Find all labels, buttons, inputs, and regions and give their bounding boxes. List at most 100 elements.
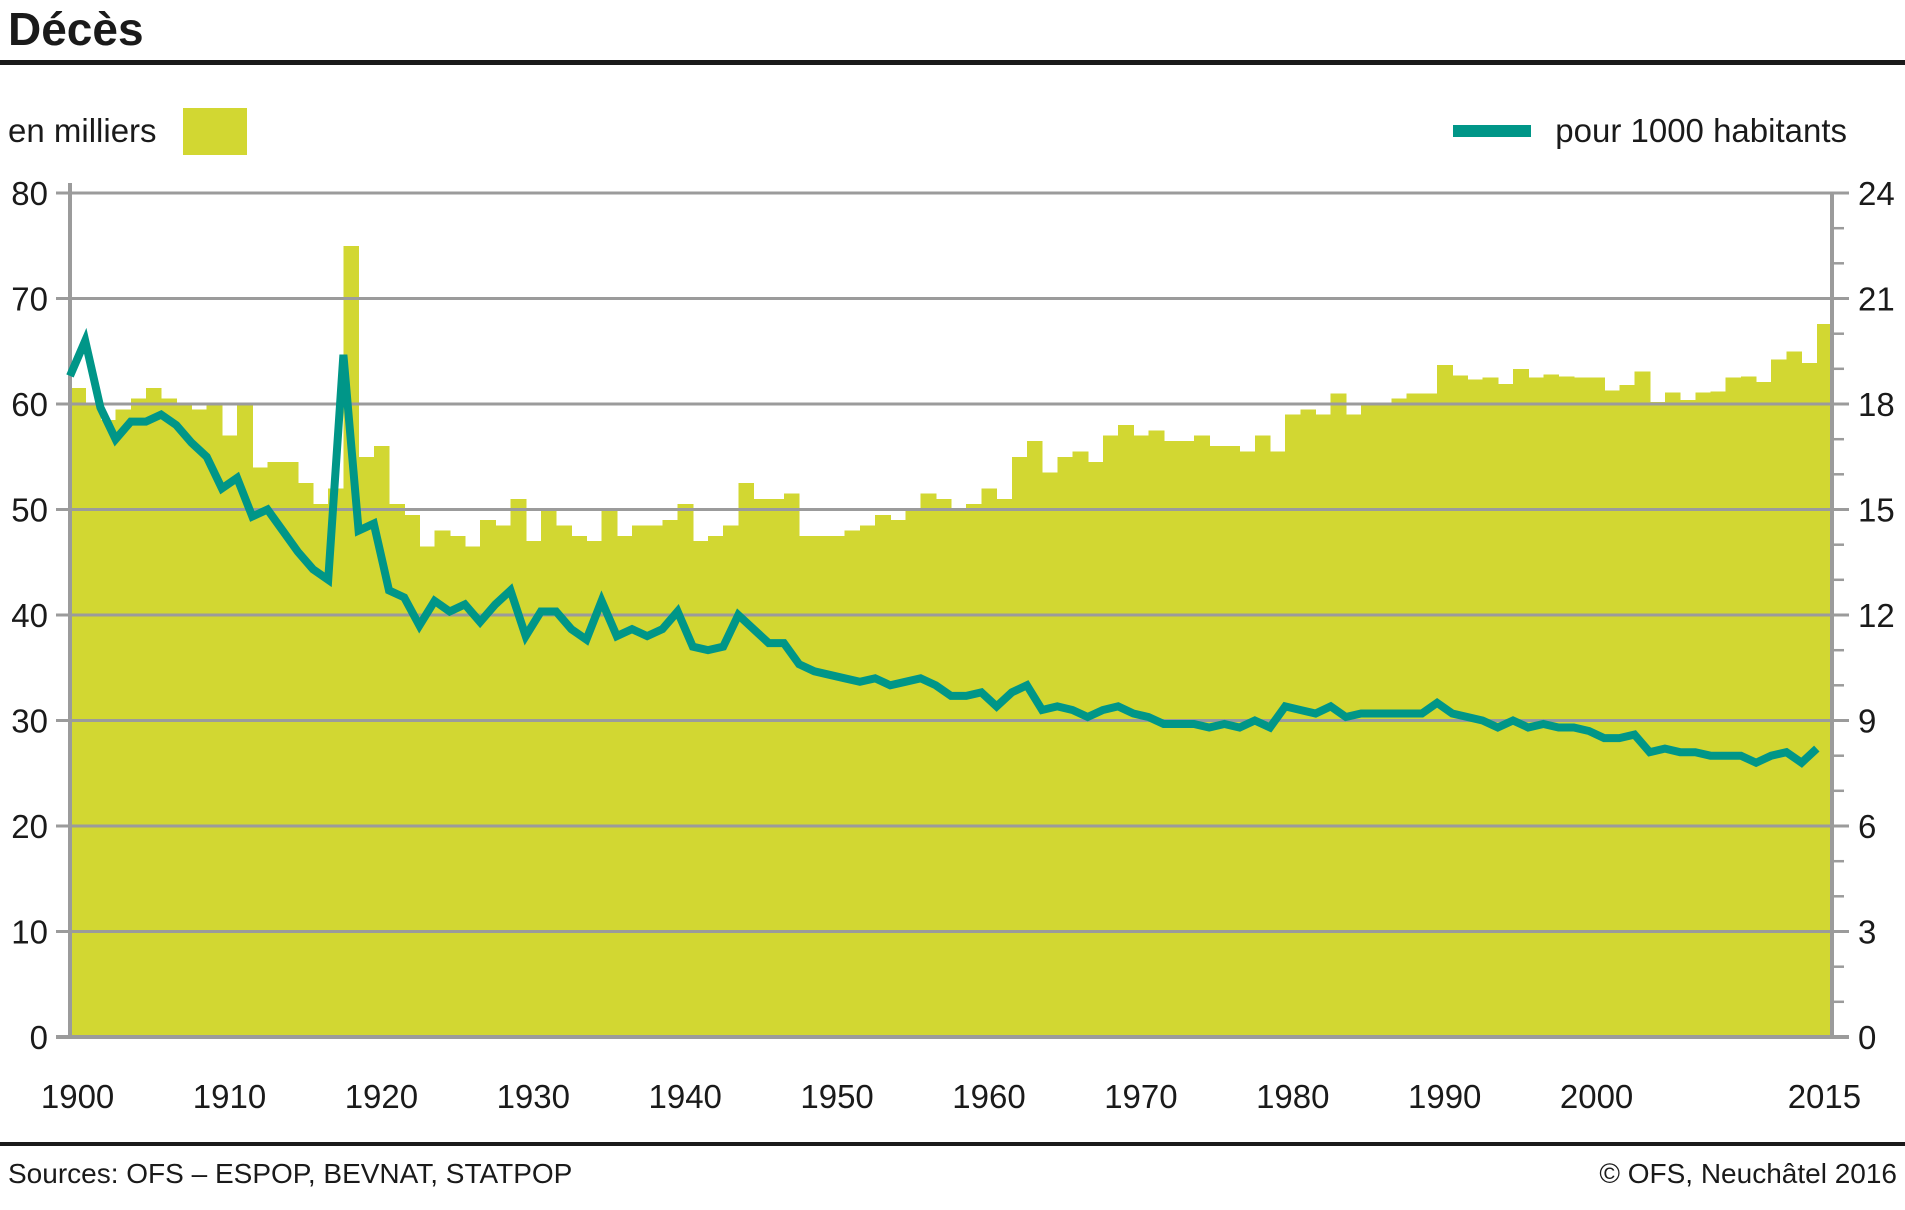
bar-2000 (1589, 378, 1605, 1037)
bar-1948 (799, 536, 815, 1037)
bar-1977 (1240, 451, 1256, 1037)
bar-1954 (890, 520, 906, 1037)
bar-1966 (1073, 451, 1089, 1037)
bar-1998 (1559, 377, 1575, 1037)
x-tick-label-1960: 1960 (952, 1078, 1025, 1115)
left-tick-label-70: 70 (11, 281, 48, 318)
bar-1929 (511, 499, 527, 1037)
bar-1919 (359, 457, 375, 1037)
bar-1935 (602, 510, 618, 1038)
bar-1952 (860, 525, 876, 1037)
bar-1962 (1012, 457, 1028, 1037)
x-tick-label-1950: 1950 (800, 1078, 873, 1115)
bar-2008 (1710, 391, 1726, 1037)
x-tick-label-2015: 2015 (1788, 1078, 1861, 1115)
left-tick-label-50: 50 (11, 492, 48, 529)
bar-1933 (571, 536, 587, 1037)
bar-1980 (1285, 415, 1301, 1037)
copyright-text: © OFS, Neuchâtel 2016 (1599, 1158, 1897, 1190)
bar-1968 (1103, 436, 1119, 1037)
x-tick-label-1920: 1920 (345, 1078, 418, 1115)
bar-1955 (905, 510, 921, 1038)
bar-2002 (1619, 385, 1635, 1037)
bar-1992 (1467, 380, 1483, 1037)
bar-1981 (1300, 409, 1316, 1037)
bar-1908 (192, 409, 208, 1037)
bar-2009 (1726, 378, 1742, 1037)
x-axis-labels: 1900191019201930194019501960197019801990… (41, 1078, 1861, 1115)
bar-1976 (1224, 446, 1240, 1037)
bar-2003 (1635, 371, 1651, 1037)
bar-1922 (404, 515, 420, 1037)
bar-1965 (1057, 457, 1073, 1037)
bar-1947 (784, 494, 800, 1037)
bar-1902 (100, 420, 116, 1037)
bar-2014 (1802, 363, 1818, 1037)
left-axis-labels: 80706050403020100 (11, 175, 48, 1056)
bar-1904 (131, 399, 147, 1037)
right-tick-label-21: 21 (1858, 281, 1895, 318)
bar-2001 (1604, 390, 1620, 1037)
left-tick-label-0: 0 (30, 1019, 48, 1056)
bar-2010 (1741, 377, 1757, 1037)
bar-1963 (1027, 441, 1043, 1037)
left-tick-label-20: 20 (11, 808, 48, 845)
bar-1931 (541, 510, 557, 1038)
bar-1910 (222, 436, 238, 1037)
bar-2007 (1695, 392, 1711, 1037)
bar-1959 (966, 504, 982, 1037)
bar-1982 (1316, 415, 1332, 1037)
bar-1978 (1255, 436, 1271, 1037)
bar-1987 (1392, 399, 1408, 1037)
sources-text: Sources: OFS – ESPOP, BEVNAT, STATPOP (8, 1158, 572, 1190)
bar-1967 (1088, 462, 1104, 1037)
bar-1939 (662, 520, 678, 1037)
left-tick-label-80: 80 (11, 175, 48, 212)
bar-1949 (814, 536, 830, 1037)
x-tick-label-1930: 1930 (497, 1078, 570, 1115)
bar-1995 (1513, 369, 1529, 1037)
right-tick-label-9: 9 (1858, 703, 1876, 740)
bar-1993 (1483, 378, 1499, 1037)
bar-1912 (252, 467, 268, 1037)
right-tick-label-6: 6 (1858, 808, 1876, 845)
bar-1951 (845, 531, 861, 1037)
bar-1970 (1133, 436, 1149, 1037)
bar-1944 (738, 483, 754, 1037)
bar-2013 (1786, 351, 1802, 1037)
bar-1913 (267, 462, 283, 1037)
right-tick-label-18: 18 (1858, 386, 1895, 423)
x-tick-label-1990: 1990 (1408, 1078, 1481, 1115)
bar-1973 (1179, 441, 1195, 1037)
x-tick-label-2000: 2000 (1560, 1078, 1633, 1115)
bar-1936 (617, 536, 633, 1037)
left-tick-label-40: 40 (11, 597, 48, 634)
bar-1956 (921, 494, 937, 1037)
bar-1945 (754, 499, 770, 1037)
bar-1903 (116, 409, 132, 1037)
bar-1971 (1148, 430, 1164, 1037)
bar-1938 (647, 525, 663, 1037)
right-tick-label-24: 24 (1858, 175, 1895, 212)
footer-rule (0, 1142, 1905, 1146)
bar-1927 (480, 520, 496, 1037)
right-tick-label-15: 15 (1858, 492, 1895, 529)
bar-1946 (769, 499, 785, 1037)
bar-1961 (997, 499, 1013, 1037)
bar-1950 (829, 536, 845, 1037)
bars-series (70, 246, 1833, 1037)
bar-2012 (1771, 360, 1787, 1037)
x-tick-label-1980: 1980 (1256, 1078, 1329, 1115)
x-tick-label-1940: 1940 (648, 1078, 721, 1115)
bar-1943 (723, 525, 739, 1037)
bar-1997 (1543, 374, 1559, 1037)
deaths-chart: 8070605040302010024211815129630190019101… (0, 0, 1905, 1210)
bar-1984 (1346, 415, 1362, 1037)
bar-1969 (1118, 425, 1134, 1037)
bar-1900 (70, 388, 86, 1037)
bar-2005 (1665, 392, 1681, 1037)
bar-1972 (1164, 441, 1180, 1037)
bar-1953 (875, 515, 891, 1037)
bar-1975 (1209, 446, 1225, 1037)
bar-1957 (936, 499, 952, 1037)
